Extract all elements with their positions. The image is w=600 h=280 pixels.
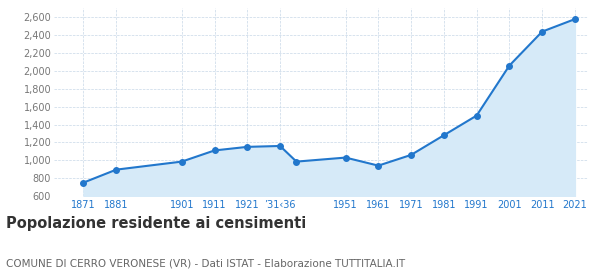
Text: Popolazione residente ai censimenti: Popolazione residente ai censimenti (6, 216, 306, 231)
Text: COMUNE DI CERRO VERONESE (VR) - Dati ISTAT - Elaborazione TUTTITALIA.IT: COMUNE DI CERRO VERONESE (VR) - Dati IST… (6, 258, 405, 268)
